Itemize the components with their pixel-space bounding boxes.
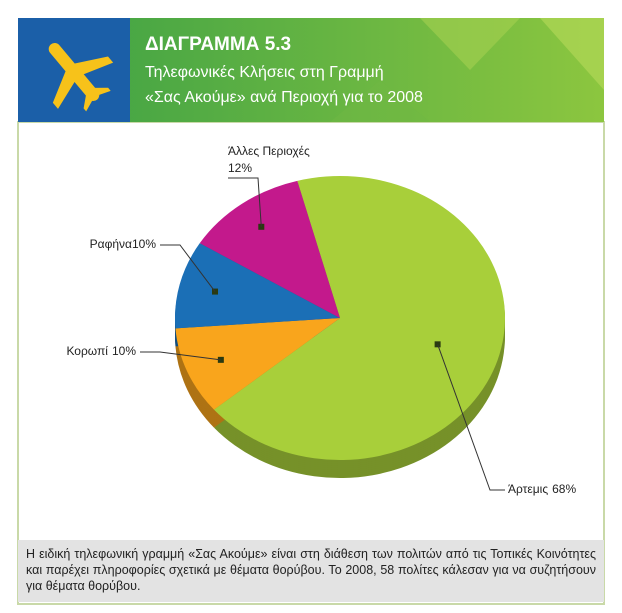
chart-title: ΔΙΑΓΡΑΜΜΑ 5.3 — [145, 34, 291, 55]
leader-line — [140, 351, 221, 361]
slice-value-label: 12% — [228, 161, 252, 175]
slice-label: Κορωπί 10% — [66, 344, 136, 358]
slice-label: Άρτεμις 68% — [508, 482, 576, 496]
slice-value-label: 10% — [132, 237, 156, 251]
leader-line — [437, 344, 505, 491]
decor — [540, 18, 604, 90]
slice — [175, 243, 340, 329]
decor — [330, 80, 430, 122]
slice — [213, 175, 506, 460]
slice-category: Κορωπί — [66, 344, 108, 358]
slice-value-label: 10% — [112, 344, 136, 358]
pie — [175, 175, 506, 478]
slice-label: Ραφήνα10% — [90, 237, 157, 251]
note: Η ειδική τηλεφωνική γραμμή «Σας Ακούμε» … — [26, 547, 596, 593]
slice-category: Άρτεμις — [508, 482, 548, 496]
slice-category: Ραφήνα — [90, 237, 132, 251]
slice-value-label: 68% — [552, 482, 576, 496]
chart-subtitle: Τηλεφωνικές Κλήσεις στη Γραμμή — [145, 64, 384, 81]
note-box — [18, 540, 604, 602]
leader-line — [228, 177, 262, 227]
decor — [420, 18, 520, 70]
leader-line — [160, 244, 216, 292]
chart-subtitle: «Σας Ακούμε» ανά Περιοχή για το 2008 — [145, 89, 423, 106]
airplane-icon — [48, 43, 114, 112]
slice — [199, 180, 340, 318]
slice — [175, 318, 340, 410]
slice-label: Άλλες Περιοχές — [228, 144, 310, 158]
